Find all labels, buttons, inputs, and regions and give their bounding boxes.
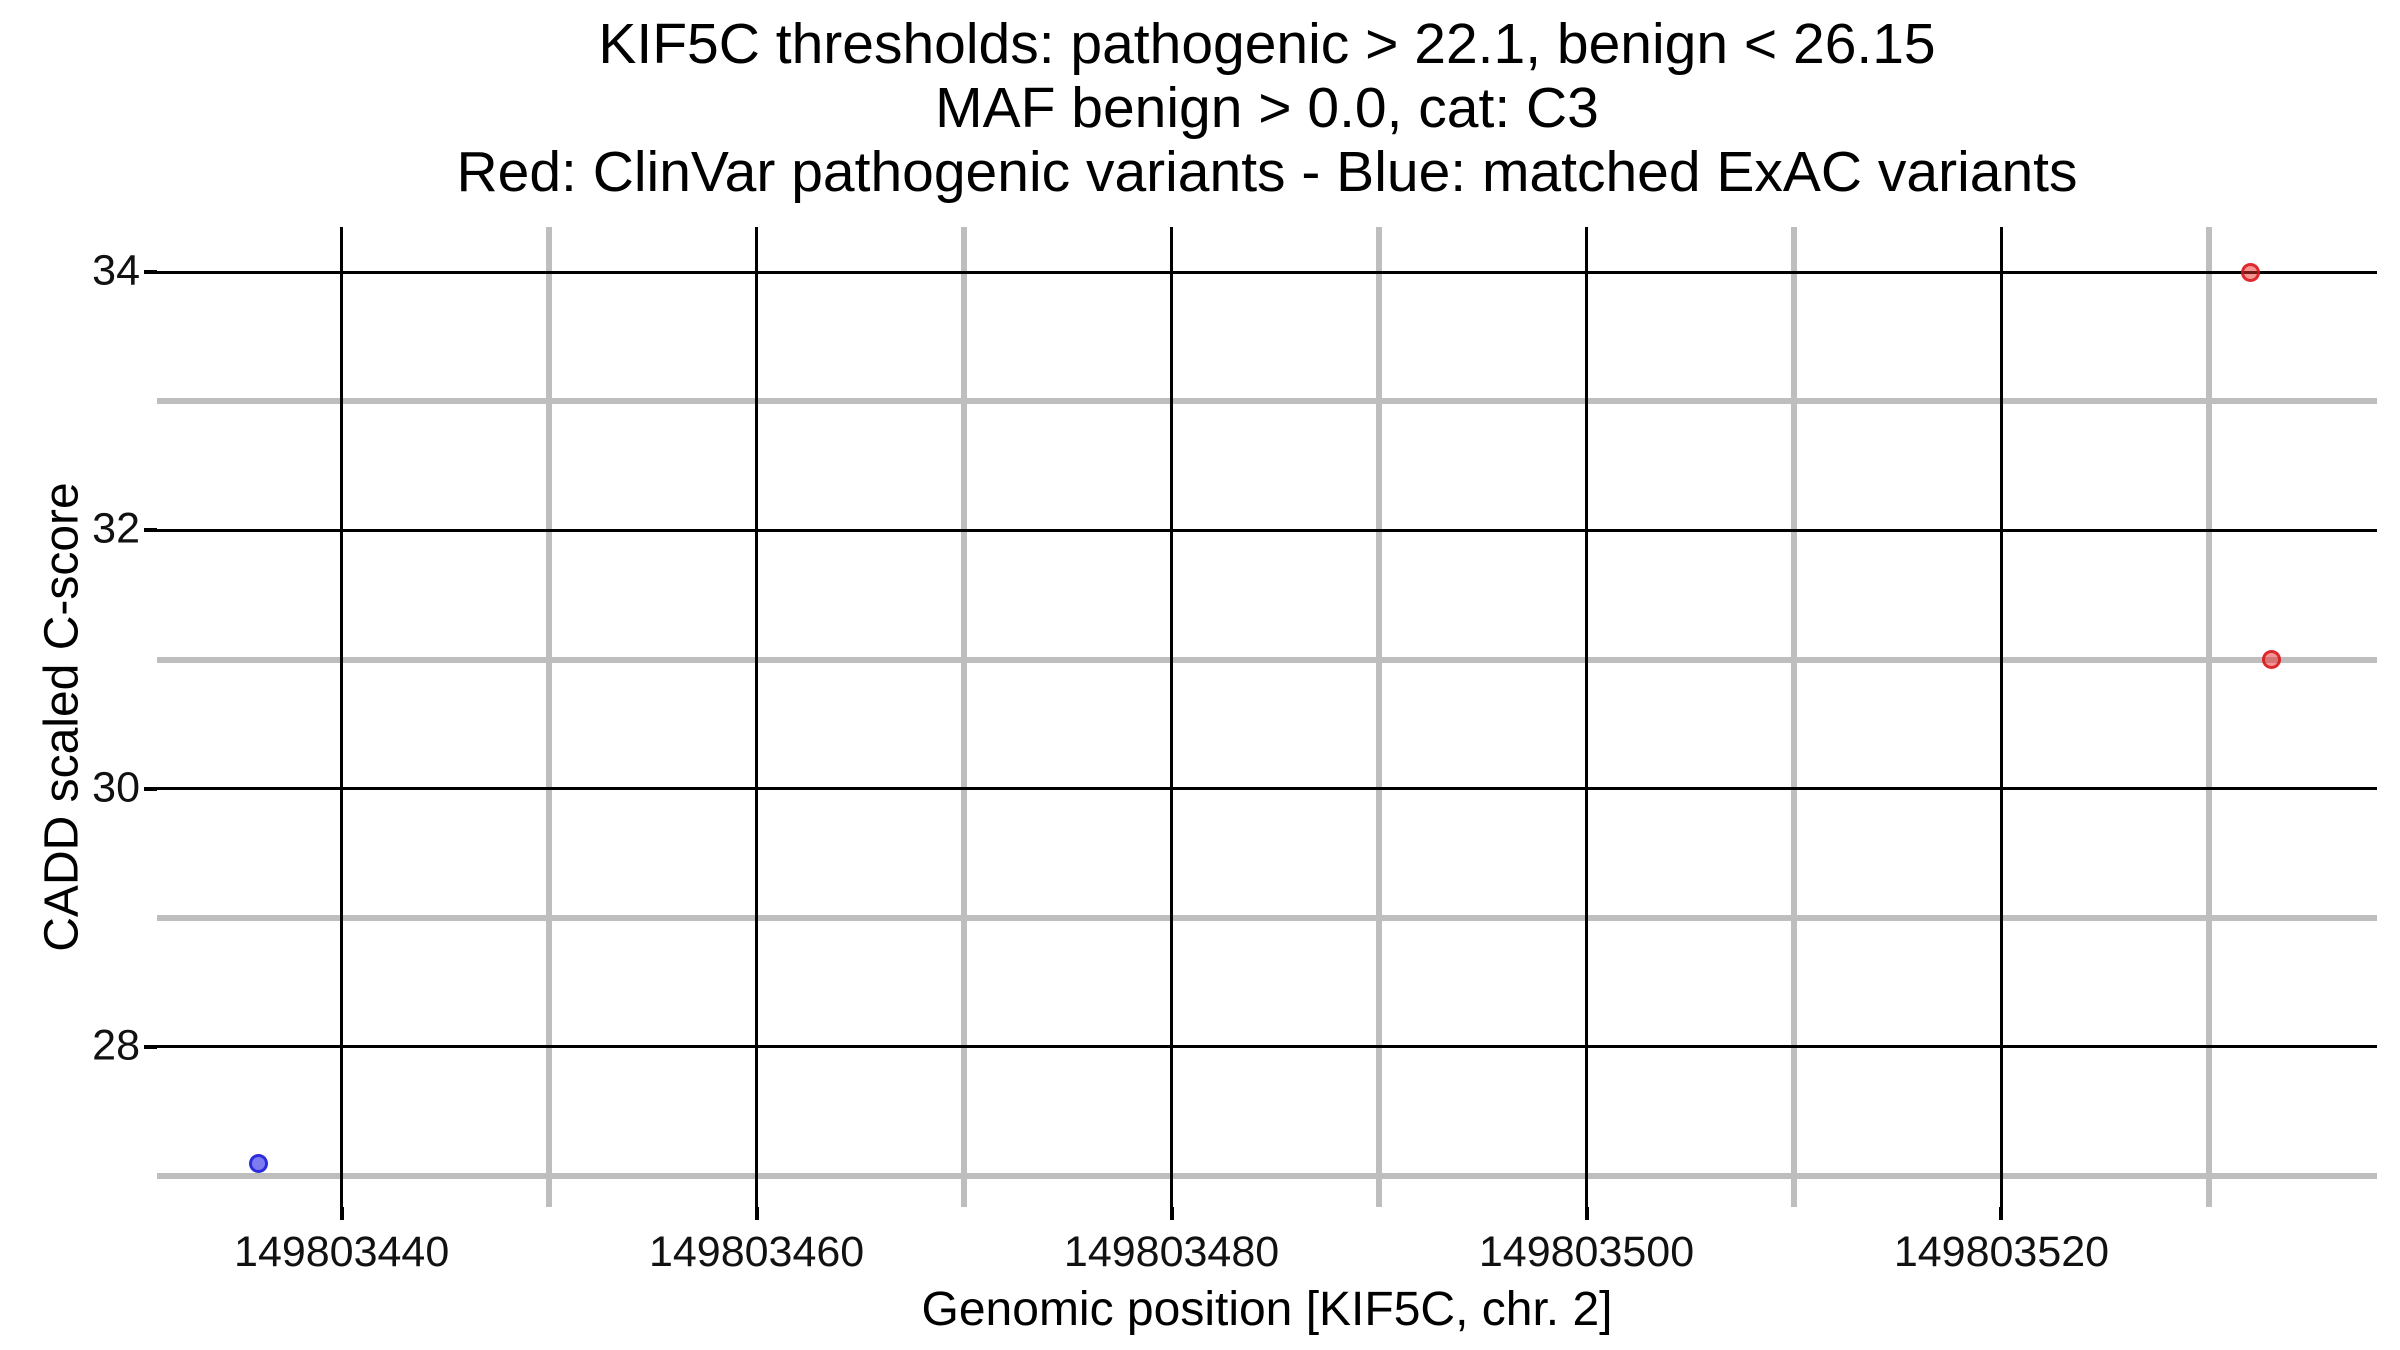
gridline-major-y xyxy=(157,528,2377,532)
x-axis-tick xyxy=(1584,1207,1589,1220)
x-axis-title: Genomic position [KIF5C, chr. 2] xyxy=(921,1283,1613,1336)
data-point-red xyxy=(2240,262,2260,282)
plot-title-line-3: Red: ClinVar pathogenic variants - Blue:… xyxy=(456,140,2078,204)
x-tick-label: 149803440 xyxy=(234,1228,450,1276)
y-tick-label: 34 xyxy=(92,246,140,295)
y-axis-tick xyxy=(144,528,157,533)
gridline-minor-y xyxy=(157,914,2377,921)
y-axis-tick xyxy=(144,270,157,275)
y-axis-title: CADD scaled C-score xyxy=(35,482,89,952)
plot-panel xyxy=(157,227,2377,1207)
gridline-major-x xyxy=(1585,227,1588,1207)
gridline-major-y xyxy=(157,787,2377,791)
y-tick-label: 30 xyxy=(92,763,140,812)
gridline-minor-y xyxy=(157,398,2377,405)
y-axis-tick xyxy=(144,786,157,791)
x-tick-label: 149803460 xyxy=(648,1228,865,1276)
x-axis-tick xyxy=(339,1207,344,1220)
gridline-minor-y xyxy=(157,656,2377,663)
gridline-minor-x xyxy=(1790,227,1797,1207)
x-axis-tick xyxy=(1169,1207,1174,1220)
gridline-major-y xyxy=(157,1045,2377,1049)
gridline-minor-x xyxy=(546,227,553,1207)
data-point-blue xyxy=(249,1153,269,1173)
plot-title: KIF5C thresholds: pathogenic > 22.1, ben… xyxy=(157,12,2377,204)
gridline-major-x xyxy=(1999,227,2003,1207)
gridline-major-y xyxy=(157,270,2377,274)
gridline-major-x xyxy=(340,227,344,1207)
plot-title-line-1: KIF5C thresholds: pathogenic > 22.1, ben… xyxy=(598,12,1936,76)
x-tick-label: 149803480 xyxy=(1063,1228,1280,1276)
gridline-minor-y xyxy=(157,1173,2377,1179)
y-tick-label: 32 xyxy=(92,504,140,553)
gridline-minor-x xyxy=(2205,227,2212,1207)
gridline-minor-x xyxy=(961,227,968,1207)
x-axis-tick xyxy=(1999,1207,2004,1220)
x-tick-label: 149803520 xyxy=(1893,1228,2110,1276)
y-tick-label: 28 xyxy=(92,1021,140,1070)
y-axis-tick xyxy=(144,1044,157,1049)
data-point-red xyxy=(2261,650,2281,670)
gridline-major-x xyxy=(1170,227,1174,1207)
x-tick-label: 149803500 xyxy=(1478,1228,1695,1276)
gridline-minor-x xyxy=(1376,227,1383,1207)
gridline-major-x xyxy=(755,227,759,1207)
plot-title-line-2: MAF benign > 0.0, cat: C3 xyxy=(935,76,1599,140)
x-axis-tick xyxy=(754,1207,759,1220)
